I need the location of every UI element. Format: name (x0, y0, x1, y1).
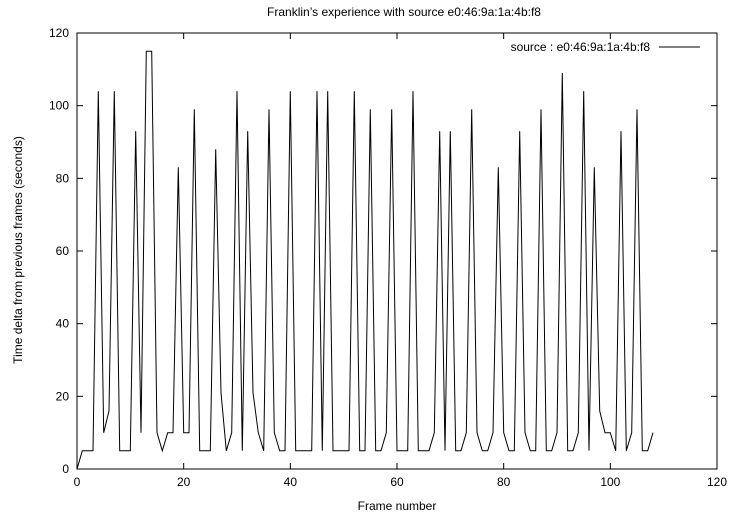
y-tick-label: 40 (56, 317, 70, 331)
x-tick-label: 40 (284, 475, 298, 489)
x-tick-label: 120 (707, 475, 727, 489)
x-tick-label: 20 (177, 475, 191, 489)
x-tick-label: 0 (74, 475, 81, 489)
y-tick-label: 120 (49, 26, 69, 40)
y-tick-label: 0 (62, 462, 69, 476)
plot-frame (76, 32, 718, 470)
y-tick-label: 20 (56, 389, 70, 403)
y-tick-label: 100 (49, 99, 69, 113)
ticks-layer: 0 20 40 60 80 100 120 0 20 40 60 80 100 120 (49, 26, 727, 489)
x-axis-label: Frame number (358, 499, 437, 513)
y-tick-label: 60 (56, 244, 70, 258)
x-tick-label: 60 (390, 475, 404, 489)
y-tick-label: 80 (56, 171, 70, 185)
x-tick-label: 80 (497, 475, 511, 489)
y-axis-label: Time delta from previous frames (seconds… (11, 136, 25, 364)
legend-label: source : e0:46:9a:1a:4b:f8 (511, 40, 651, 54)
series-layer (76, 50, 654, 470)
legend: source : e0:46:9a:1a:4b:f8 (511, 40, 700, 54)
x-tick-label: 100 (600, 475, 620, 489)
series-line (76, 50, 654, 470)
chart-title: Franklin’s experience with source e0:46:… (267, 5, 541, 19)
